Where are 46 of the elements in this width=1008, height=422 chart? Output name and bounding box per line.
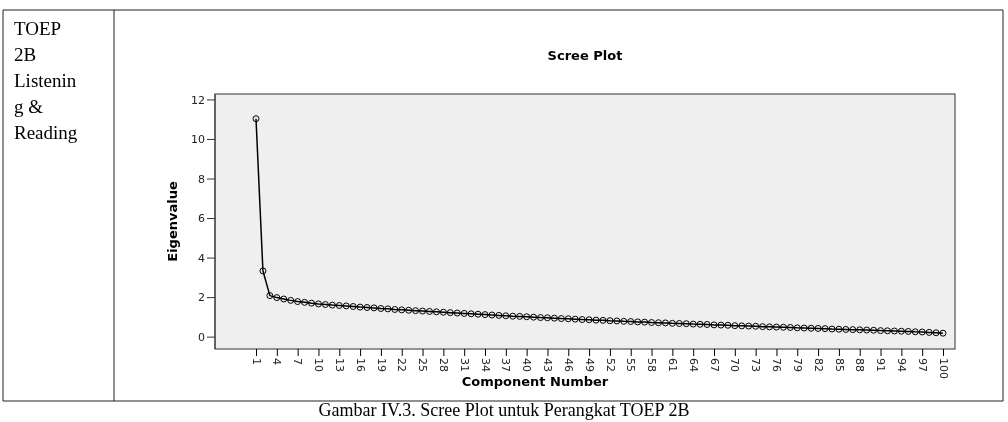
x-tick-label: 25 [416,358,430,372]
y-tick-label: 8 [198,172,205,186]
y-tick-label: 10 [191,133,205,147]
x-tick-label: 43 [541,358,555,372]
x-tick-label: 100 [936,358,950,379]
x-tick-label: 94 [895,358,909,372]
x-tick-label: 79 [790,358,804,372]
y-tick-label: 0 [198,330,205,344]
x-tick-label: 97 [915,358,929,372]
x-tick-label: 67 [707,358,721,372]
x-tick-label: 7 [291,358,305,365]
y-tick-label: 2 [198,291,205,305]
x-tick-label: 19 [374,358,388,372]
x-tick-label: 22 [395,358,409,372]
x-tick-label: 10 [312,358,326,372]
x-tick-label: 55 [624,358,638,372]
x-tick-label: 85 [832,358,846,372]
text: TOEP 2B Listening & Reading [14,17,79,145]
x-tick-label: 73 [749,358,763,372]
x-tick-label: 13 [332,358,346,372]
x-tick-label: 61 [666,358,680,372]
y-tick-label: 12 [191,93,205,107]
x-tick-label: 1 [249,358,263,365]
x-tick-label: 40 [520,358,534,372]
chart-title: Scree Plot [547,48,623,63]
x-tick-label: 4 [270,358,284,365]
x-tick-label: 58 [645,358,659,372]
x-tick-label: 46 [561,358,575,372]
x-tick-label: 70 [728,358,742,372]
x-tick-label: 49 [582,358,596,372]
x-tick-label: 91 [874,358,888,372]
x-tick-label: 31 [457,358,471,372]
x-tick-label: 64 [686,358,700,372]
x-tick-label: 52 [603,358,617,372]
x-tick-label: 28 [437,358,451,372]
x-tick-label: 34 [478,358,492,372]
x-tick-label: 88 [853,358,867,372]
y-tick-label: 4 [198,251,205,265]
x-tick-label: 82 [811,358,825,372]
y-axis-title: Eigenvalue [165,181,180,262]
x-tick-label: 37 [499,358,513,372]
y-tick-label: 6 [198,212,205,226]
x-tick-label: 76 [770,358,784,372]
x-axis-title: Component Number [461,374,609,389]
text: Gambar IV.3. Scree Plot untuk Perangkat TOEP 2B [317,400,691,421]
x-tick-label: 16 [353,358,367,372]
